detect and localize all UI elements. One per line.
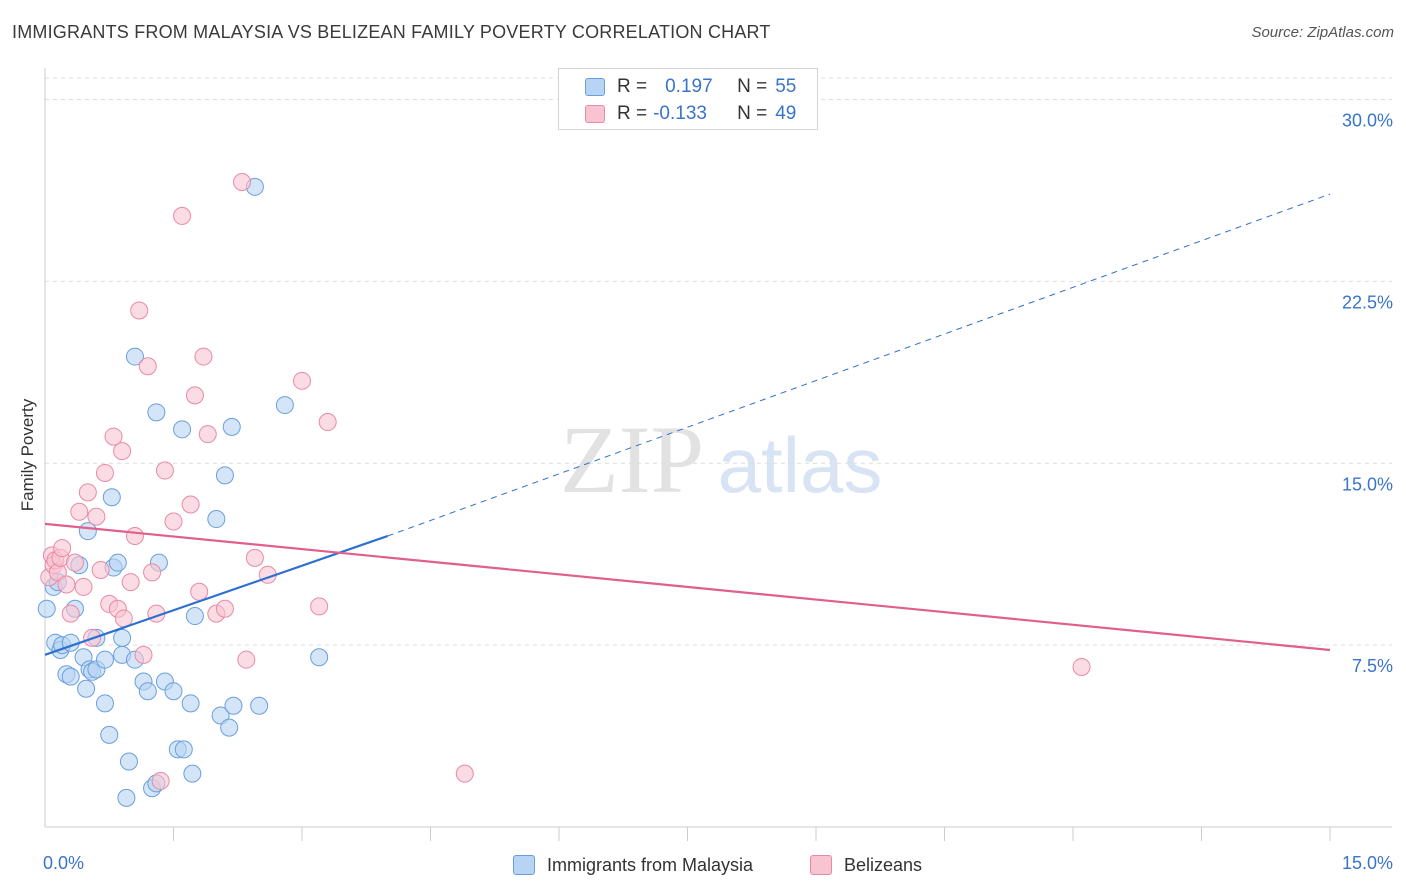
point-belizeans [113,442,132,461]
point-belizeans [61,604,80,623]
point-immigrants-from-malaysia [138,682,157,701]
point-belizeans [70,502,89,521]
y-tick-label: 15.0% [1342,474,1393,494]
point-belizeans [138,357,157,376]
bottom-legend-label-belizeans: Belizeans [844,854,923,875]
point-belizeans [185,386,204,405]
point-belizeans [65,553,84,572]
point-immigrants-from-malaysia [164,682,183,701]
legend-row-belizeans: R = -0.133 N = 49 [585,102,796,126]
point-belizeans [233,172,252,191]
watermark-zip: ZIP [560,406,704,513]
bottom-legend-swatch-malaysia [513,855,535,875]
point-belizeans [91,560,110,579]
x-tick-label-max: 15.0% [1342,853,1393,873]
point-immigrants-from-malaysia [77,679,96,698]
point-belizeans [121,573,140,592]
point-immigrants-from-malaysia [125,347,144,366]
source-credit: Source: ZipAtlas.com [1251,24,1394,41]
legend-n-label: N = [737,103,768,124]
point-immigrants-from-malaysia [215,466,234,485]
point-belizeans [53,539,72,558]
point-belizeans [155,461,174,480]
point-belizeans [95,463,114,482]
point-immigrants-from-malaysia [275,396,294,415]
y-tick-label: 7.5% [1352,656,1393,676]
point-immigrants-from-malaysia [174,740,193,759]
point-immigrants-from-malaysia [224,696,243,715]
point-belizeans [164,512,183,531]
bottom-legend-swatch-belizeans [810,855,832,875]
point-immigrants-from-malaysia [117,788,136,807]
point-belizeans [181,495,200,514]
legend-r-label: R = [617,103,648,124]
point-immigrants-from-malaysia [220,718,239,737]
bottom-legend-belizeans: Belizeans [810,852,922,878]
point-belizeans [173,206,192,225]
legend-row-malaysia: R = 0.197 N = 55 [585,75,796,99]
point-immigrants-from-malaysia [37,599,56,618]
point-immigrants-from-malaysia [185,607,204,626]
point-immigrants-from-malaysia [95,650,114,669]
y-tick-label: 30.0% [1342,111,1393,131]
point-belizeans [215,599,234,618]
correlation-legend: R = 0.197 N = 55 R = -0.133 N = 49 [558,68,818,130]
point-immigrants-from-malaysia [173,420,192,439]
point-belizeans [130,301,149,320]
point-belizeans [190,582,209,601]
point-immigrants-from-malaysia [108,553,127,572]
point-immigrants-from-malaysia [181,694,200,713]
watermark-atlas: atlas [718,421,883,509]
point-belizeans [1072,657,1091,676]
point-belizeans [455,764,474,783]
legend-n-value-malaysia: 55 [775,76,797,97]
bottom-legend-malaysia: Immigrants from Malaysia [513,852,753,878]
y-tick-label: 22.5% [1342,292,1393,312]
point-immigrants-from-malaysia [147,403,166,422]
point-belizeans [125,527,144,546]
point-immigrants-from-malaysia [250,696,269,715]
point-belizeans [151,771,170,790]
point-belizeans [134,645,153,664]
point-immigrants-from-malaysia [183,764,202,783]
legend-r-label: R = [617,76,648,97]
point-immigrants-from-malaysia [119,752,138,771]
point-immigrants-from-malaysia [61,667,80,686]
legend-swatch-belizeans [585,105,605,123]
legend-n-value-belizeans: 49 [775,103,797,124]
point-belizeans [74,577,93,596]
point-immigrants-from-malaysia [222,417,241,436]
point-belizeans [245,548,264,567]
point-immigrants-from-malaysia [207,510,226,529]
trendline-belizeans [44,522,1331,652]
chart-title: IMMIGRANTS FROM MALAYSIA VS BELIZEAN FAM… [12,22,771,42]
trendline-extension-immigrants-from-malaysia [387,193,1331,537]
point-belizeans [78,483,97,502]
legend-swatch-malaysia [585,78,605,96]
legend-r-value-malaysia: 0.197 [665,76,713,97]
x-tick-label-min: 0.0% [43,853,84,873]
point-immigrants-from-malaysia [100,725,119,744]
point-belizeans [310,597,329,616]
point-belizeans [57,575,76,594]
point-belizeans [194,347,213,366]
point-belizeans [143,563,162,582]
point-immigrants-from-malaysia [95,694,114,713]
point-immigrants-from-malaysia [310,648,329,667]
legend-n-label: N = [737,76,768,97]
legend-r-value-belizeans: -0.133 [653,103,707,124]
point-immigrants-from-malaysia [102,488,121,507]
point-belizeans [87,507,106,526]
bottom-legend-label-malaysia: Immigrants from Malaysia [547,854,754,875]
trendline-immigrants-from-malaysia [44,534,389,656]
point-belizeans [318,413,337,432]
point-belizeans [237,650,256,669]
point-immigrants-from-malaysia [113,628,132,647]
point-belizeans [198,425,217,444]
point-belizeans [293,371,311,390]
point-belizeans [104,427,123,446]
